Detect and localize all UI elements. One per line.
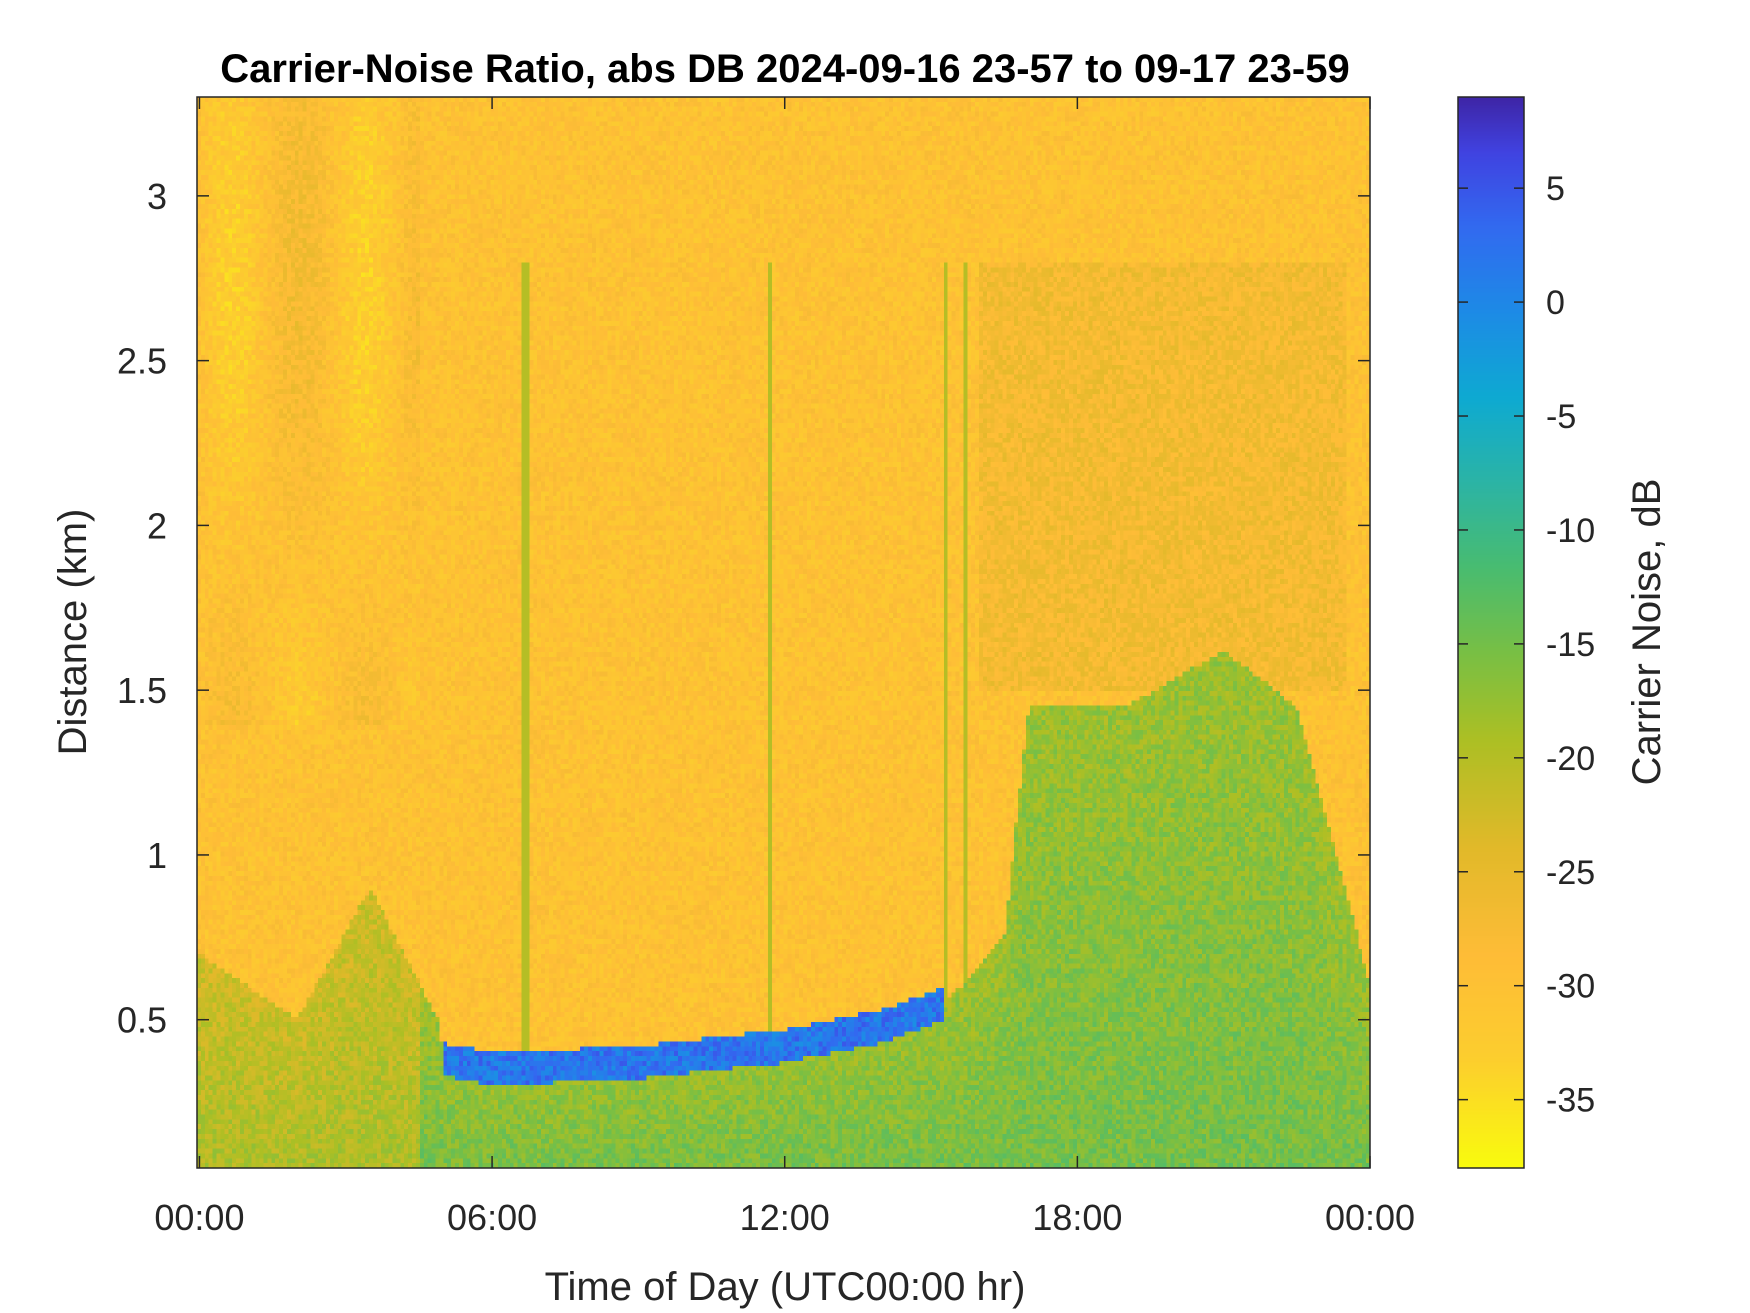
colorbar-tick-label: 0	[1546, 284, 1565, 322]
colorbar-frame	[1457, 96, 1525, 1169]
colorbar-tick-label: -30	[1546, 968, 1595, 1006]
x-tick-label: 00:00	[154, 1197, 244, 1238]
colorbar: 5 0 -5 -10 -15 -20 -25 -30 -35	[1457, 96, 1595, 1169]
y-tick-label: 2	[147, 505, 167, 546]
x-tick-label: 00:00	[1325, 1197, 1415, 1238]
plot-frame	[196, 96, 1371, 1169]
colorbar-ticks: 5 0 -5 -10 -15 -20 -25 -30 -35	[1458, 170, 1595, 1120]
plot-area	[196, 96, 1371, 1169]
x-tick-label: 12:00	[740, 1197, 830, 1238]
x-tick-label: 06:00	[447, 1197, 537, 1238]
x-tick-label: 18:00	[1032, 1197, 1122, 1238]
colorbar-gradient	[1458, 97, 1524, 1168]
colorbar-tick-label: -25	[1546, 854, 1595, 892]
y-tick-label: 2.5	[117, 341, 167, 382]
y-tick-label: 0.5	[117, 1000, 167, 1041]
x-axis-label: Time of Day (UTC00:00 hr)	[545, 1265, 1026, 1309]
colorbar-tick-label: 5	[1546, 170, 1565, 208]
colorbar-tick-label: -10	[1546, 512, 1595, 550]
colorbar-tick-label: -35	[1546, 1082, 1595, 1120]
colorbar-label: Carrier Noise, dB	[1625, 479, 1669, 786]
y-tick-label: 1	[147, 835, 167, 876]
colorbar-tick-label: -15	[1546, 626, 1595, 664]
heatmap	[197, 97, 1370, 1168]
y-tick-label: 3	[147, 176, 167, 217]
x-axis: 00:00 06:00 12:00 18:00 00:00	[154, 97, 1415, 1238]
y-axis: 0.5 1 1.5 2 2.5 3	[117, 176, 1370, 1041]
y-tick-label: 1.5	[117, 670, 167, 711]
colorbar-tick-label: -5	[1546, 398, 1576, 436]
y-axis-label: Distance (km)	[51, 509, 95, 756]
colorbar-tick-label: -20	[1546, 740, 1595, 778]
chart-title: Carrier-Noise Ratio, abs DB 2024-09-16 2…	[220, 47, 1349, 91]
